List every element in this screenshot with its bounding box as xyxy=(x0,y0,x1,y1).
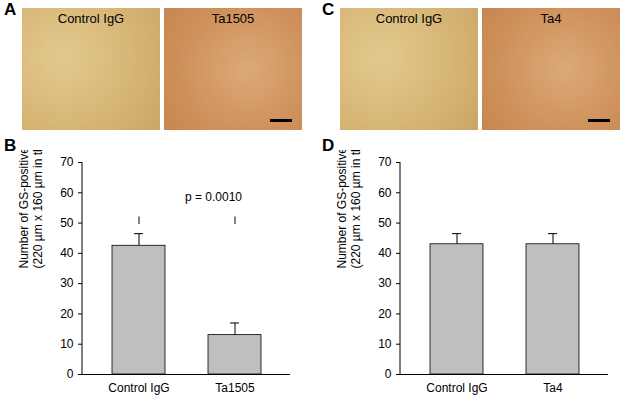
svg-text:20: 20 xyxy=(378,307,392,321)
svg-text:50: 50 xyxy=(60,216,74,230)
svg-text:70: 70 xyxy=(378,155,392,169)
svg-text:50: 50 xyxy=(378,216,392,230)
html-text:Control IgG: Control IgG xyxy=(375,11,443,26)
svg-text:0: 0 xyxy=(385,367,392,381)
html-text:Control IgG: Control IgG xyxy=(57,11,125,26)
svg-text:30: 30 xyxy=(60,276,74,290)
svg-text:Ta4: Ta4 xyxy=(543,381,563,395)
svg-text:10: 10 xyxy=(60,337,74,351)
html-text:A: A xyxy=(4,0,17,19)
html-text:D: D xyxy=(322,136,335,155)
html-text:B: B xyxy=(4,136,17,155)
svg-text:Control IgG: Control IgG xyxy=(426,381,487,395)
svg-text:Control IgG: Control IgG xyxy=(108,381,169,395)
svg-text:20: 20 xyxy=(60,307,74,321)
html-text:Ta1505: Ta1505 xyxy=(211,11,255,26)
svg-text:0: 0 xyxy=(67,367,74,381)
svg-text:40: 40 xyxy=(60,246,74,260)
svg-text:Number of GS-positive cells(22: Number of GS-positive cells(220 µm x 160… xyxy=(17,150,45,269)
svg-text:Ta1505: Ta1505 xyxy=(215,381,255,395)
html-text:C: C xyxy=(322,0,335,19)
svg-text:30: 30 xyxy=(378,276,392,290)
svg-text:p = 0.0010: p = 0.0010 xyxy=(185,190,242,204)
svg-text:Number of GS-positive cells(22: Number of GS-positive cells(220 µm x 160… xyxy=(335,150,363,269)
svg-text:60: 60 xyxy=(378,186,392,200)
html-text:Ta4: Ta4 xyxy=(540,11,562,26)
svg-text:60: 60 xyxy=(60,186,74,200)
svg-text:70: 70 xyxy=(60,155,74,169)
svg-text:40: 40 xyxy=(378,246,392,260)
svg-text:10: 10 xyxy=(378,337,392,351)
